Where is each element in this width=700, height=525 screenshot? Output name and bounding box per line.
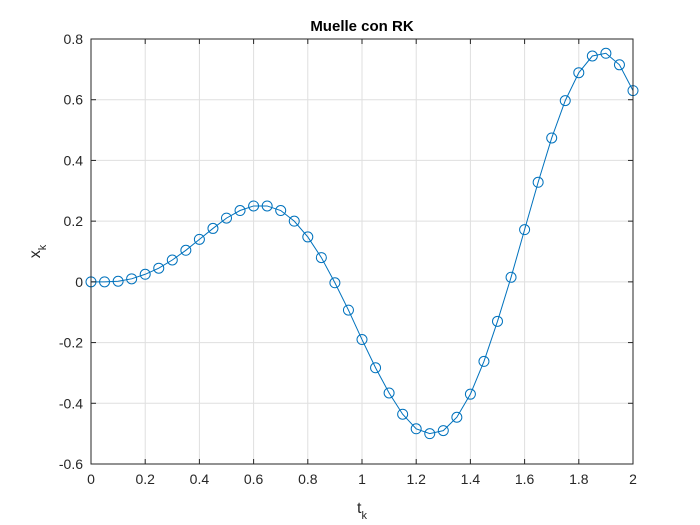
data-point	[356, 334, 368, 346]
data-point	[315, 252, 327, 264]
data-point	[546, 132, 558, 144]
data-point	[370, 362, 382, 374]
data-point	[153, 262, 165, 274]
y-tick-label: -0.2	[59, 335, 83, 351]
data-point	[139, 268, 151, 280]
x-tick-label: 1.4	[461, 471, 481, 487]
y-tick-label: -0.4	[59, 395, 83, 411]
data-point	[112, 275, 124, 287]
data-point	[166, 254, 178, 266]
data-point	[329, 277, 341, 289]
y-tick-label: -0.6	[59, 456, 83, 472]
data-point	[126, 273, 138, 285]
data-point	[519, 224, 531, 236]
data-point	[424, 428, 436, 440]
data-point	[193, 233, 205, 245]
data-point	[600, 47, 612, 59]
x-axis-label-main: t	[357, 500, 362, 517]
y-axis-label-subscript: k	[37, 244, 49, 250]
ticks: 0 0.2 0.4 0.6 0.8 1 1.2 1.4 1.6 1.8 2 -0.6 -0.4 -0.2 0…	[59, 31, 637, 487]
series-line	[91, 52, 634, 435]
x-tick-label: 0.2	[135, 471, 155, 487]
x-tick-label: 1.6	[515, 471, 535, 487]
data-point	[573, 67, 585, 79]
data-point	[505, 271, 517, 283]
data-point	[397, 408, 409, 420]
data-point	[559, 95, 571, 107]
x-tick-label: 0	[87, 471, 95, 487]
data-point	[302, 231, 314, 243]
x-tick-label: 1.8	[569, 471, 589, 487]
x-tick-label: 0.4	[190, 471, 210, 487]
y-tick-label: 0.6	[64, 92, 84, 108]
data-point	[275, 205, 287, 217]
data-point	[532, 176, 544, 188]
data-point	[492, 315, 503, 327]
data-point	[288, 215, 300, 227]
data-point	[383, 387, 395, 399]
data-point	[261, 200, 273, 212]
data-point	[207, 222, 219, 234]
chart-title: Muelle con RK	[310, 18, 414, 35]
y-tick-label: 0.2	[64, 213, 84, 229]
x-axis-label-subscript: k	[361, 510, 367, 522]
y-tick-label: 0	[75, 274, 83, 290]
data-point	[478, 355, 490, 367]
y-tick-label: 0.4	[64, 152, 84, 168]
data-point	[342, 304, 354, 316]
x-tick-label: 0.8	[298, 471, 318, 487]
data-point	[99, 276, 111, 288]
plot-area: 0 0.2 0.4 0.6 0.8 1 1.2 1.4 1.6 1.8 2 -0.6 -0.4 -0.2 0…	[59, 31, 639, 487]
data-point	[234, 205, 246, 217]
y-axis-label-main: x	[27, 250, 44, 258]
data-point	[221, 212, 232, 224]
data-point	[437, 425, 449, 437]
data-point	[410, 423, 422, 435]
series-layer	[85, 47, 639, 440]
data-point	[248, 200, 260, 212]
data-point	[586, 50, 598, 62]
x-tick-label: 1	[358, 471, 366, 487]
data-point	[613, 59, 625, 71]
data-point	[464, 388, 476, 400]
x-tick-label: 2	[629, 471, 637, 487]
y-axis-label: xk	[27, 244, 49, 258]
x-tick-label: 1.2	[406, 471, 426, 487]
data-point	[180, 244, 192, 256]
x-tick-label: 0.6	[244, 471, 264, 487]
y-tick-label: 0.8	[64, 31, 84, 47]
data-point	[451, 411, 463, 423]
x-axis-label: tk	[357, 500, 367, 522]
